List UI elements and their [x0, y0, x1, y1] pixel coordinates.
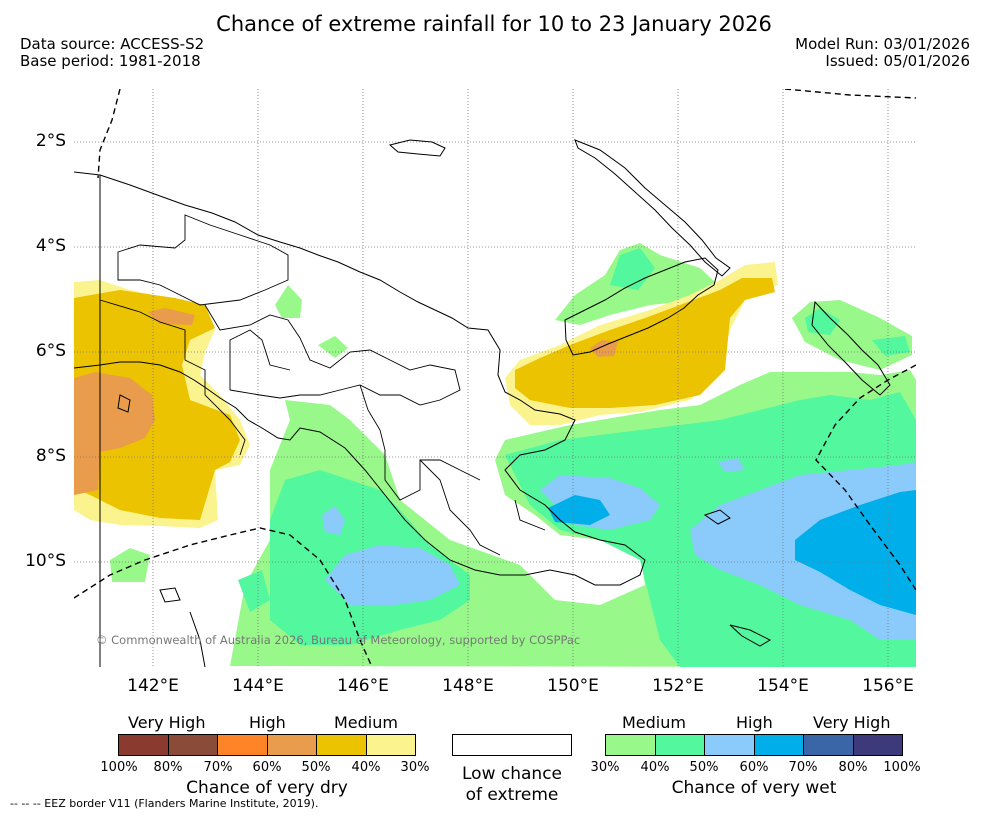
- torres-coast: [159, 587, 181, 603]
- copyright-notice: © Commonwealth of Australia 2026, Bureau…: [96, 633, 581, 647]
- dry-header-high: High: [249, 713, 286, 732]
- dry-swatch-5: [317, 735, 367, 755]
- lon-label-148e: 148°E: [442, 676, 494, 696]
- wet-region-light-green-west2: [318, 336, 348, 358]
- lon-label-154e: 154°E: [757, 676, 809, 696]
- province-borders: [99, 214, 546, 556]
- wet-tick: 70%: [788, 760, 818, 775]
- trobriand-coast: [703, 509, 731, 525]
- model-run: Model Run: 03/01/2026: [795, 35, 970, 53]
- wet-tick: 30%: [590, 760, 620, 775]
- dry-region-orange-east: [590, 340, 618, 357]
- dry-tick: 100%: [100, 760, 138, 775]
- rainfall-map[interactable]: [74, 89, 916, 667]
- wet-region-light-blue: [325, 545, 460, 605]
- dry-tick: 60%: [252, 760, 282, 775]
- new-ireland-coast: [574, 139, 731, 277]
- lat-label-6s: 6°S: [35, 341, 66, 361]
- wet-tick: 60%: [739, 760, 769, 775]
- wet-swatch-6: [853, 735, 902, 755]
- wet-region-light-blue-2: [322, 506, 345, 535]
- frederik-coast: [117, 394, 131, 413]
- manus-coast: [388, 139, 446, 157]
- neutral-caption-line1: Low chance: [462, 764, 562, 784]
- dry-header-very-high: Very High: [128, 713, 206, 732]
- data-info: Data source: ACCESS-S2 Base period: 1981…: [20, 36, 204, 70]
- wet-swatch-2: [655, 735, 705, 755]
- dry-colorbar: [118, 734, 416, 756]
- dry-tick: 30%: [400, 760, 430, 775]
- dry-region-orange-2: [148, 308, 195, 325]
- dry-region-orange: [74, 372, 155, 495]
- lat-label-8s: 8°S: [35, 446, 66, 466]
- wet-swatch-5: [804, 735, 854, 755]
- issued-date: Issued: 05/01/2026: [825, 52, 970, 70]
- eez-footnote: -- -- -- EEZ border V11 (Flanders Marine…: [10, 797, 319, 810]
- dry-caption: Chance of very dry: [186, 778, 348, 798]
- wet-header-high: High: [736, 713, 773, 732]
- dry-swatch-6: [366, 735, 415, 755]
- wet-swatch-4: [754, 735, 804, 755]
- wet-header-medium: Medium: [622, 713, 686, 732]
- wet-tick: 40%: [640, 760, 670, 775]
- lat-label-10s: 10°S: [25, 551, 66, 571]
- wet-region-light-green-west: [275, 285, 302, 318]
- dry-tick: 40%: [351, 760, 381, 775]
- neutral-caption: Low chance of extreme: [432, 764, 592, 806]
- lon-label-142e: 142°E: [127, 676, 179, 696]
- new-guinea-coast: [74, 171, 646, 586]
- dry-swatch-3: [218, 735, 268, 755]
- lat-label-2s: 2°S: [35, 131, 66, 151]
- wet-tick: 50%: [689, 760, 719, 775]
- wet-tick: 100%: [883, 760, 921, 775]
- wet-header-very-high: Very High: [813, 713, 891, 732]
- dry-swatch-1: [119, 735, 169, 755]
- dry-tick: 70%: [203, 760, 233, 775]
- dry-swatch-4: [267, 735, 317, 755]
- dry-tick: 80%: [153, 760, 183, 775]
- dry-header-medium: Medium: [334, 713, 398, 732]
- wet-region-light-green-sw: [110, 548, 150, 582]
- wet-region-green-ne: [610, 248, 655, 290]
- map-title: Chance of extreme rainfall for 10 to 23 …: [216, 12, 772, 36]
- wet-swatch-3: [705, 735, 755, 755]
- wet-tick: 80%: [838, 760, 868, 775]
- lon-label-150e: 150°E: [547, 676, 599, 696]
- wet-region-blue: [548, 495, 610, 525]
- data-source: Data source: ACCESS-S2: [20, 35, 205, 53]
- lat-label-4s: 4°S: [35, 236, 66, 256]
- wet-swatch-1: [606, 735, 656, 755]
- dry-tick: 50%: [301, 760, 331, 775]
- lon-label-144e: 144°E: [232, 676, 284, 696]
- bougainville-coast: [811, 300, 891, 396]
- gridlines: [74, 89, 916, 667]
- wet-colorbar: [605, 734, 903, 756]
- lon-label-146e: 146°E: [337, 676, 389, 696]
- dry-anomaly-layer: [74, 262, 778, 528]
- dry-region-yellow: [74, 290, 240, 520]
- lon-label-152e: 152°E: [652, 676, 704, 696]
- cape-york-coast: [189, 611, 206, 667]
- coastlines: [74, 139, 891, 667]
- run-info: Model Run: 03/01/2026 Issued: 05/01/2026: [795, 36, 970, 70]
- wet-region-green-sw: [238, 570, 270, 612]
- wet-caption: Chance of very wet: [671, 778, 837, 798]
- eez-borders: [74, 89, 916, 667]
- rossel-coast: [729, 624, 772, 647]
- neutral-caption-line2: of extreme: [465, 785, 559, 805]
- new-britain-coast: [564, 257, 719, 356]
- lon-label-156e: 156°E: [862, 676, 914, 696]
- base-period: Base period: 1981-2018: [20, 52, 201, 70]
- wet-region-blue-se: [795, 490, 916, 615]
- dry-region-yellow-patch: [100, 305, 125, 330]
- wet-region-green-e3: [872, 336, 910, 356]
- dry-swatch-2: [168, 735, 218, 755]
- wet-region-light-blue-patch: [718, 458, 745, 472]
- dry-region-yellow-east: [515, 278, 775, 408]
- neutral-swatch: [452, 734, 572, 756]
